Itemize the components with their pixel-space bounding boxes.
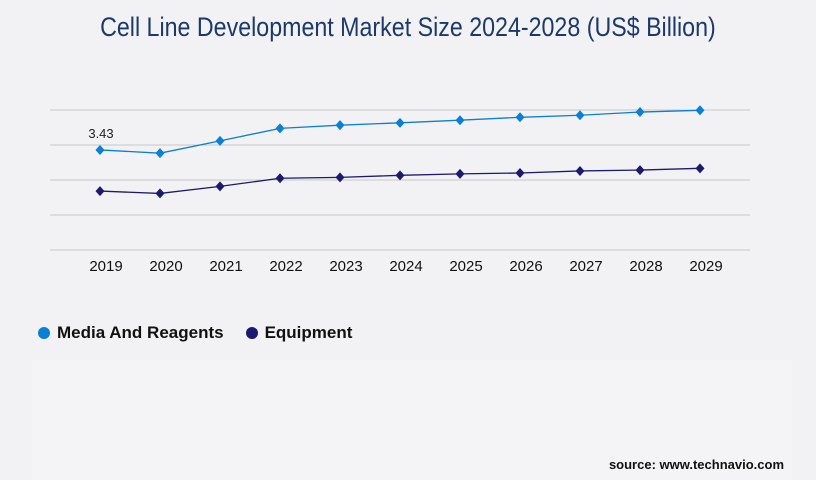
- legend-label: Equipment: [264, 323, 353, 342]
- data-point-marker: [455, 168, 465, 179]
- x-tick-label: 2029: [689, 258, 722, 275]
- data-point-marker: [515, 112, 525, 123]
- data-point-marker: [95, 144, 105, 155]
- data-point-marker: [215, 135, 225, 146]
- series-line: [99, 109, 701, 154]
- chart-title-text: Cell Line Development Market Size 2024-2…: [100, 12, 716, 42]
- legend-item-media-and-reagents[interactable]: Media And Reagents: [38, 323, 224, 343]
- data-point-marker: [575, 165, 585, 176]
- x-tick-label: 2024: [389, 258, 422, 275]
- data-point-marker: [215, 181, 225, 192]
- x-tick-label: 2026: [509, 258, 542, 275]
- data-point-marker: [575, 110, 585, 121]
- data-point-marker: [515, 168, 525, 178]
- x-tick-label: 2023: [329, 258, 362, 275]
- data-point-marker: [455, 115, 465, 126]
- x-tick-label: 2021: [209, 258, 242, 275]
- data-point-marker: [275, 173, 285, 184]
- data-point-marker: [155, 148, 165, 159]
- source-text: source: www.technavio.com: [608, 457, 784, 472]
- line-chart: 2019 2020 2021 2022 2023 2024 2025 2026 2027 2028…: [50, 105, 750, 275]
- legend-item-equipment[interactable]: Equipment: [245, 323, 353, 343]
- data-label: 3.43: [88, 126, 113, 141]
- data-point-marker: [695, 105, 705, 116]
- data-point-marker: [155, 188, 165, 199]
- x-tick-label: 2025: [449, 258, 482, 275]
- background-panel: [32, 360, 792, 480]
- data-point-marker: [335, 172, 345, 183]
- data-point-marker: [335, 120, 345, 131]
- data-point-marker: [275, 123, 285, 134]
- data-point-marker: [635, 107, 645, 118]
- legend: Media And Reagents Equipment: [38, 323, 352, 343]
- x-tick-label: 2019: [89, 258, 122, 275]
- data-point-marker: [395, 117, 405, 128]
- legend-marker-icon: [245, 327, 258, 339]
- x-tick-label: 2028: [629, 258, 662, 275]
- legend-label: Media And Reagents: [57, 323, 224, 342]
- x-tick-label: 2027: [569, 258, 602, 275]
- data-point-marker: [635, 165, 645, 176]
- x-tick-label: 2020: [149, 258, 182, 275]
- data-point-marker: [395, 170, 405, 181]
- legend-marker-icon: [38, 327, 50, 339]
- data-point-marker: [95, 186, 105, 197]
- x-tick-label: 2022: [269, 258, 302, 275]
- chart-title: Cell Line Development Market Size 2024-2…: [0, 12, 816, 43]
- data-point-marker: [695, 163, 705, 174]
